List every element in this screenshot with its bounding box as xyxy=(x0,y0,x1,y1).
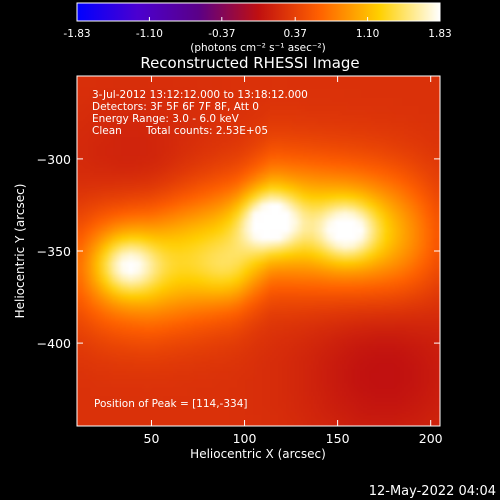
colorbar: -1.83 -1.10 -0.37 0.37 1.10 1.83 (photons cm⁻… xyxy=(63,2,452,54)
annotation-detectors: Detectors: 3F 5F 6F 7F 8F, Att 0 xyxy=(92,101,259,113)
colorbar-bar xyxy=(76,2,441,22)
annotation-time: 3-Jul-2012 13:12:12.000 to 13:18:12.000 xyxy=(92,89,308,101)
annotation-counts: Total counts: 2.53E+05 xyxy=(145,125,268,137)
footer-date: 12-May-2022 04:04 xyxy=(369,484,496,499)
colorbar-tick-label: -0.37 xyxy=(208,28,235,40)
image-panel xyxy=(76,75,441,427)
x-axis-label: Heliocentric X (arcsec) xyxy=(190,447,326,461)
heatmap-image xyxy=(77,76,440,426)
x-tick-label: 100 xyxy=(233,431,257,446)
colorbar-tick-label: 0.37 xyxy=(284,28,307,40)
annotations: 3-Jul-2012 13:12:12.000 to 13:18:12.000 … xyxy=(92,89,308,410)
colorbar-tick-label: 1.83 xyxy=(428,28,451,40)
x-tick-label: 50 xyxy=(144,431,160,446)
y-tick-label: −300 xyxy=(37,152,71,167)
y-axis: −300 −350 −400 xyxy=(37,152,440,351)
colorbar-ticks: -1.83 -1.10 -0.37 0.37 1.10 1.83 xyxy=(63,17,452,40)
x-tick-label: 200 xyxy=(419,431,443,446)
y-tick-label: −400 xyxy=(37,336,71,351)
y-tick-label: −350 xyxy=(37,244,71,259)
x-tick-label: 150 xyxy=(326,431,350,446)
colorbar-tick-label: -1.83 xyxy=(63,28,90,40)
colorbar-tick-label: 1.10 xyxy=(356,28,379,40)
y-axis-label: Heliocentric Y (arcsec) xyxy=(13,184,27,319)
x-axis: 50 100 150 200 xyxy=(144,76,443,446)
annotation-method: Clean xyxy=(92,125,122,137)
colorbar-tick-label: -1.10 xyxy=(136,28,163,40)
annotation-peak: Position of Peak = [114,-334] xyxy=(94,398,248,410)
colorbar-unit-label: (photons cm⁻² s⁻¹ asec⁻²) xyxy=(190,42,325,54)
annotation-energy: Energy Range: 3.0 - 6.0 keV xyxy=(92,113,240,125)
chart-title: Reconstructed RHESSI Image xyxy=(140,54,359,72)
